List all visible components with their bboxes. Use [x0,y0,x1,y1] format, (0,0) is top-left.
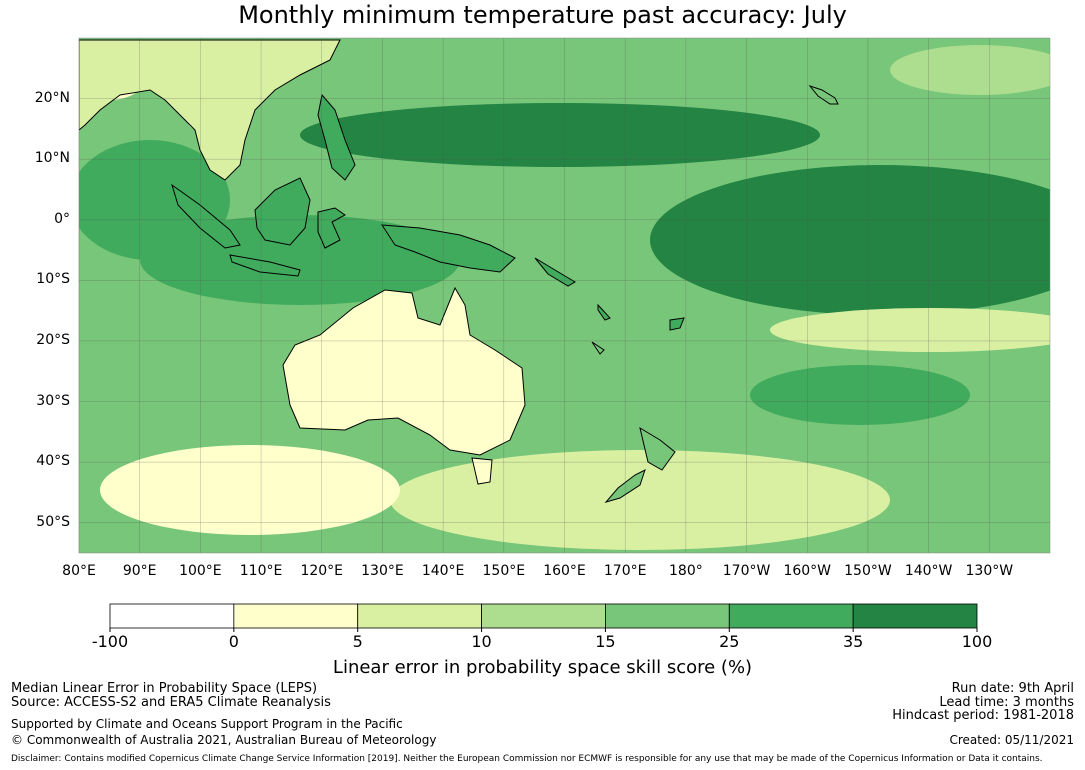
new-caledonia-island [591,341,605,355]
java-landmass [229,254,301,277]
colorbar-tick-label: 0 [228,632,239,651]
latitude-label: 30°S [36,392,70,409]
latitude-label: 10°S [36,271,70,288]
footer-copyright: © Commonwealth of Australia 2021, Austra… [11,733,437,747]
footer-support: Supported by Climate and Oceans Support … [11,717,403,731]
latitude-label: 40°S [36,453,70,470]
hawaii-islands [808,84,839,105]
tasmania-landmass [471,457,493,485]
map-frame [78,37,1051,554]
longitude-label: 180° [669,563,703,579]
colorbar [109,603,978,632]
new-zealand-south-island [604,469,646,503]
colorbar-swatch [728,603,854,629]
colorbar-tick-label: 5 [352,632,363,651]
longitude-label: 110°E [239,563,283,579]
longitude-label: 120°E [300,563,344,579]
colorbar-tick-label: 25 [719,632,740,651]
footer-created-date: Created: 05/11/2021 [949,733,1074,747]
colorbar-tick-label: 35 [842,632,864,651]
colorbar-swatch [109,603,235,629]
colorbar-tick-label: 10 [471,632,492,651]
footer-source: Source: ACCESS-S2 and ERA5 Climate Reana… [11,695,331,710]
new-guinea-landmass [381,224,516,273]
longitude-label: 150°W [844,563,892,579]
colorbar-swatch [357,603,482,629]
longitude-label: 170°W [722,563,771,579]
sumatra-landmass [171,183,241,249]
skill-score-map [78,37,1051,554]
map-title: Monthly minimum temperature past accurac… [238,1,847,29]
longitude-label: 160°E [543,563,586,579]
colorbar-tick-label: 15 [595,632,616,651]
north-pacific-high-skill-band [300,103,820,167]
colorbar-tick-label: 100 [961,632,993,651]
philippines-landmass [317,93,356,181]
latitude-label: 50°S [36,513,70,530]
solomon-islands [534,257,576,287]
footer-disclaimer: Disclaimer: Contains modified Copernicus… [11,754,1043,764]
southern-ocean-low-skill-band [390,450,890,550]
colorbar-tick-label: -100 [91,632,129,651]
longitude-label: 160°W [783,563,832,579]
longitude-label: 150°E [482,563,526,579]
colorbar-swatch [605,603,730,629]
longitude-label: 80°E [62,563,96,579]
fiji-islands [669,317,685,331]
longitude-label: 140°E [421,563,465,579]
longitude-label: 100°E [179,563,222,579]
new-zealand-north-island [639,426,676,471]
colorbar-title: Linear error in probability space skill … [332,657,753,678]
vanuatu-islands [597,303,611,321]
australia-landmass [282,286,526,456]
latitude-label: 20°N [34,89,70,106]
latitude-label: 10°N [34,150,70,167]
longitude-label: 140°W [904,563,953,579]
colorbar-swatch [481,603,606,629]
asia-mainland-landmass [79,39,341,181]
colorbar-swatch [852,603,978,629]
sulawesi-landmass [317,207,346,249]
borneo-landmass [254,177,311,246]
south-pacific-mid-skill-region [750,365,970,425]
latitude-label: 0° [54,210,70,227]
indian-ocean-skill-region [79,140,230,260]
longitude-label: 90°E [122,563,157,579]
longitude-label: 170°E [603,563,647,579]
footer-lead-time: Lead time: 3 months [939,695,1074,710]
north-east-pacific-region [890,45,1050,95]
footer-hindcast-period: Hindcast period: 1981-2018 [892,708,1074,723]
southern-indian-low-skill-region [100,445,400,535]
pacific-high-skill-region [650,165,1050,315]
longitude-label: 130°E [361,563,404,579]
footer-method: Median Linear Error in Probability Space… [11,681,318,696]
footer-run-date: Run date: 9th April [951,681,1074,696]
colorbar-swatch [233,603,359,629]
latitude-label: 20°S [36,331,70,348]
longitude-label: 130°W [965,563,1014,579]
